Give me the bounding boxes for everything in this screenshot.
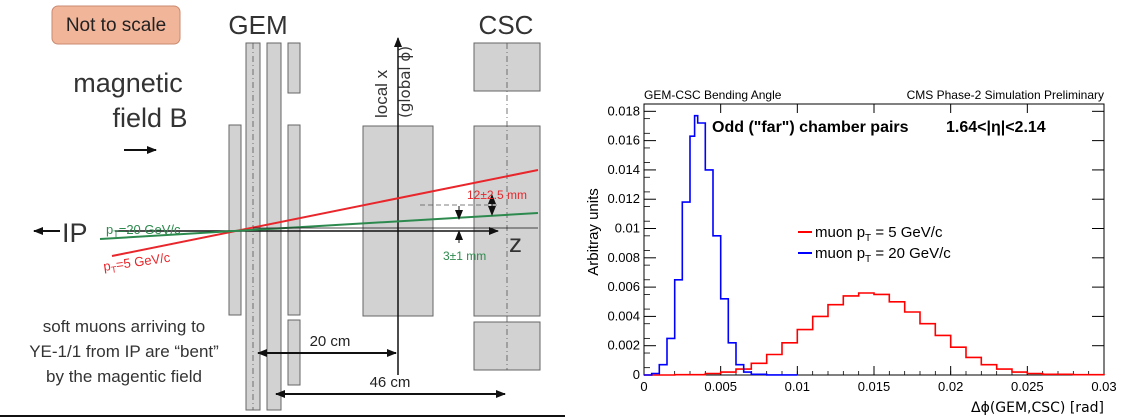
- x-tick-label: 0.005: [704, 379, 737, 394]
- x-tick-label: 0: [640, 379, 647, 394]
- y-tick-label: 0.002: [607, 338, 640, 353]
- chart-title-left: GEM-CSC Bending Angle: [644, 88, 782, 102]
- y-tick-label: 0: [633, 367, 640, 382]
- x-tick-label: 0.015: [858, 379, 891, 394]
- y-tick-label: 0.012: [607, 191, 640, 206]
- csc-label: CSC: [479, 10, 534, 40]
- x-axis-label: Δϕ(GEM,CSC) [rad]: [971, 400, 1104, 416]
- track-5gev: [111, 169, 539, 257]
- series-line: [644, 292, 1105, 376]
- legend-entry: muon pT = 20 GeV/c: [815, 245, 951, 265]
- z-label: z: [509, 228, 522, 258]
- y-tick-label: 0.008: [607, 250, 640, 265]
- gem-chamber: [228, 124, 242, 316]
- track-20-label: pT=20 GeV/c: [106, 222, 181, 239]
- gem-chamber: [287, 42, 301, 94]
- chart-axes: 0 0.005 0.01 0.015 0.02 0.025 0.03 0 0.002 0.004 0…: [607, 103, 1116, 394]
- chart-series: [644, 114, 1105, 376]
- annotation-eta: 1.64<|η|<2.14: [946, 119, 1046, 136]
- caption-line2: YE-1/1 from IP are “bent”: [29, 342, 219, 361]
- track-20gev: [99, 212, 539, 240]
- y-tick-label: 0.014: [607, 162, 640, 177]
- scale-badge-text: Not to scale: [66, 15, 166, 36]
- gem-chamber: [266, 42, 282, 411]
- distance-20cm-label: 20 cm: [310, 333, 351, 350]
- caption-line1: soft muons arriving to: [43, 317, 206, 336]
- y-axis-label: Arbitray units: [585, 188, 602, 276]
- y-tick-label: 0.016: [607, 133, 640, 148]
- y-tick-label: 0.018: [607, 103, 640, 118]
- chart-title-right: CMS Phase-2 Simulation Preliminary: [907, 88, 1104, 102]
- legend-entry: muon pT = 5 GeV/c: [815, 224, 943, 244]
- annotation-chamber: Odd ("far") chamber pairs: [712, 119, 909, 136]
- y-tick-label: 0.004: [607, 308, 640, 323]
- x-tick-label: 0.02: [938, 379, 963, 394]
- detector-diagram: Not to scale GEM CSC magnetic field B lo…: [0, 5, 565, 417]
- ip-label: IP: [62, 218, 88, 248]
- deflection-12-label: 12±2.5 mm: [467, 188, 527, 202]
- global-phi-label: (global ϕ): [396, 46, 414, 118]
- x-tick-label: 0.03: [1091, 379, 1116, 394]
- y-tick-label: 0.01: [615, 221, 640, 236]
- local-x-label: local x: [372, 69, 391, 118]
- series-line: [644, 114, 799, 376]
- scale-badge: [51, 5, 181, 45]
- field-label-line1: magnetic: [73, 68, 183, 98]
- caption-line3: by the magentic field: [46, 367, 202, 386]
- track-5-label: pT=5 GeV/c: [102, 250, 171, 276]
- field-label-line2: field B: [112, 103, 187, 133]
- x-tick-label: 0.025: [1011, 379, 1044, 394]
- deflection-3-label: 3±1 mm: [443, 249, 486, 263]
- x-tick-label: 0.01: [785, 379, 810, 394]
- y-tick-label: 0.006: [607, 279, 640, 294]
- distance-46cm-label: 46 cm: [370, 374, 411, 391]
- histogram-chart: GEM-CSC Bending Angle CMS Phase-2 Simula…: [585, 88, 1117, 416]
- gem-label: GEM: [228, 10, 287, 40]
